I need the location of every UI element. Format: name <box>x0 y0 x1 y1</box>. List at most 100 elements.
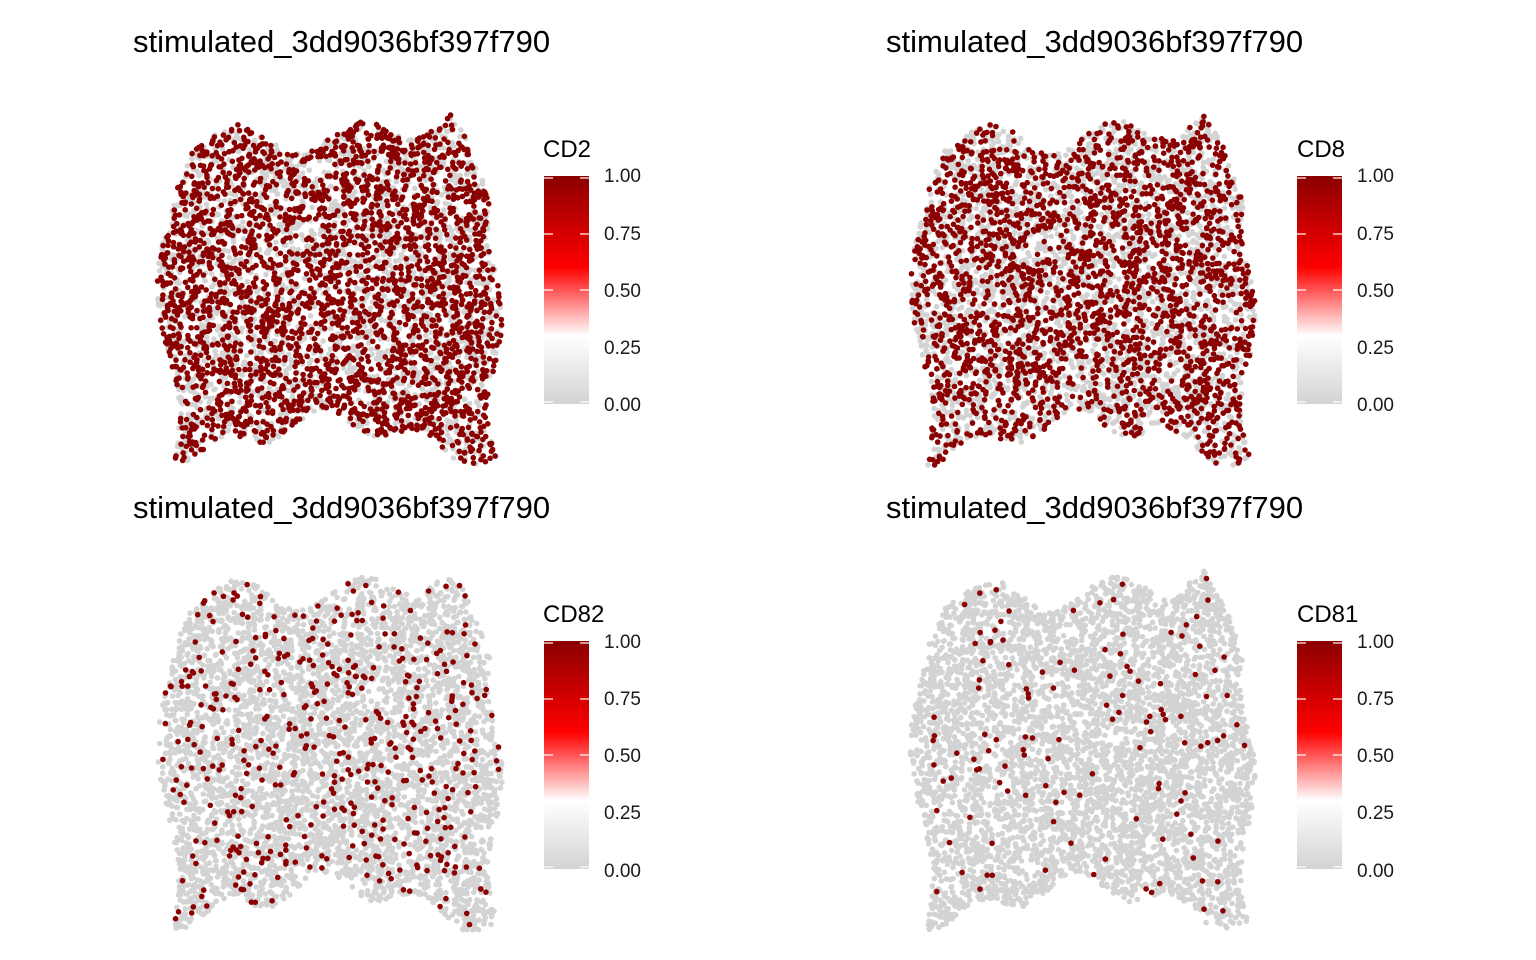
point-expressing <box>304 155 310 162</box>
point-expressing <box>207 225 213 232</box>
point-expressing <box>223 137 229 143</box>
point-expressing <box>255 409 262 416</box>
point-expressing <box>374 132 381 138</box>
point-expressing <box>424 132 430 138</box>
point-expressing <box>440 411 447 417</box>
point-expressing <box>258 385 265 391</box>
point-expressing <box>223 297 230 304</box>
point-expressing <box>428 176 434 182</box>
point-expressing <box>294 407 301 413</box>
point-expressing <box>469 438 476 445</box>
point-expressing <box>447 285 453 291</box>
point-expressing <box>218 259 225 265</box>
point-expressing <box>209 359 216 366</box>
point-expressing <box>355 252 361 258</box>
point-expressing <box>296 393 303 400</box>
point-expressing <box>483 284 490 291</box>
point-expressing <box>261 285 268 292</box>
point-nonexpressing <box>177 394 183 401</box>
point-nonexpressing <box>453 417 459 424</box>
point-expressing <box>220 169 226 176</box>
point-expressing <box>269 313 276 320</box>
point-expressing <box>321 257 328 263</box>
point-nonexpressing <box>311 303 318 310</box>
point-expressing <box>241 430 247 437</box>
point-expressing <box>226 170 233 176</box>
point-expressing <box>260 149 266 155</box>
point-expressing <box>211 134 218 140</box>
point-expressing <box>228 126 235 133</box>
point-expressing <box>248 209 254 216</box>
point-expressing <box>296 352 303 359</box>
point-nonexpressing <box>327 325 334 332</box>
point-expressing <box>489 319 495 326</box>
point-expressing <box>298 320 304 326</box>
point-expressing <box>365 149 372 155</box>
point-expressing <box>427 264 433 271</box>
point-nonexpressing <box>352 258 358 265</box>
point-expressing <box>326 389 333 396</box>
point-nonexpressing <box>473 280 480 286</box>
point-nonexpressing <box>346 217 352 224</box>
point-expressing <box>480 354 487 360</box>
point-expressing <box>425 142 432 149</box>
point-expressing <box>488 448 495 455</box>
point-expressing <box>218 202 225 208</box>
point-expressing <box>342 260 348 266</box>
point-expressing <box>416 222 422 229</box>
point-expressing <box>442 122 449 129</box>
point-nonexpressing <box>211 336 217 342</box>
point-expressing <box>184 344 191 351</box>
point-expressing <box>474 221 481 228</box>
point-expressing <box>383 179 390 185</box>
point-expressing <box>468 355 474 362</box>
point-expressing <box>384 221 391 227</box>
point-expressing <box>157 317 164 324</box>
point-expressing <box>243 127 250 134</box>
point-expressing <box>294 251 301 257</box>
point-nonexpressing <box>244 278 251 285</box>
point-nonexpressing <box>273 142 279 148</box>
point-nonexpressing <box>326 206 333 213</box>
point-expressing <box>408 360 414 366</box>
point-expressing <box>236 366 242 373</box>
point-expressing <box>472 231 478 237</box>
point-expressing <box>335 378 342 384</box>
point-expressing <box>330 333 336 339</box>
point-expressing <box>170 332 177 339</box>
point-expressing <box>363 130 370 136</box>
point-expressing <box>253 262 259 269</box>
point-expressing <box>486 248 492 255</box>
point-expressing <box>190 384 196 391</box>
point-expressing <box>231 278 237 284</box>
point-expressing <box>364 177 370 183</box>
point-expressing <box>260 374 266 380</box>
point-expressing <box>188 201 195 207</box>
point-expressing <box>215 239 222 245</box>
point-expressing <box>490 266 496 273</box>
point-expressing <box>301 179 308 185</box>
point-expressing <box>230 245 237 251</box>
point-nonexpressing <box>156 268 163 274</box>
point-expressing <box>235 227 242 234</box>
point-nonexpressing <box>203 201 210 208</box>
point-expressing <box>363 280 370 287</box>
point-expressing <box>380 275 387 282</box>
point-expressing <box>458 144 464 150</box>
point-nonexpressing <box>417 163 423 169</box>
point-expressing <box>245 190 252 196</box>
point-expressing <box>474 408 481 415</box>
point-expressing <box>197 338 204 345</box>
point-expressing <box>456 185 463 192</box>
point-expressing <box>300 315 307 321</box>
point-expressing <box>247 328 254 334</box>
point-expressing <box>353 372 360 378</box>
point-expressing <box>226 211 232 217</box>
point-expressing <box>245 239 251 245</box>
point-expressing <box>305 262 311 269</box>
point-expressing <box>464 347 470 354</box>
point-expressing <box>349 407 355 414</box>
point-expressing <box>189 150 195 157</box>
point-expressing <box>283 161 290 167</box>
point-expressing <box>369 338 376 345</box>
